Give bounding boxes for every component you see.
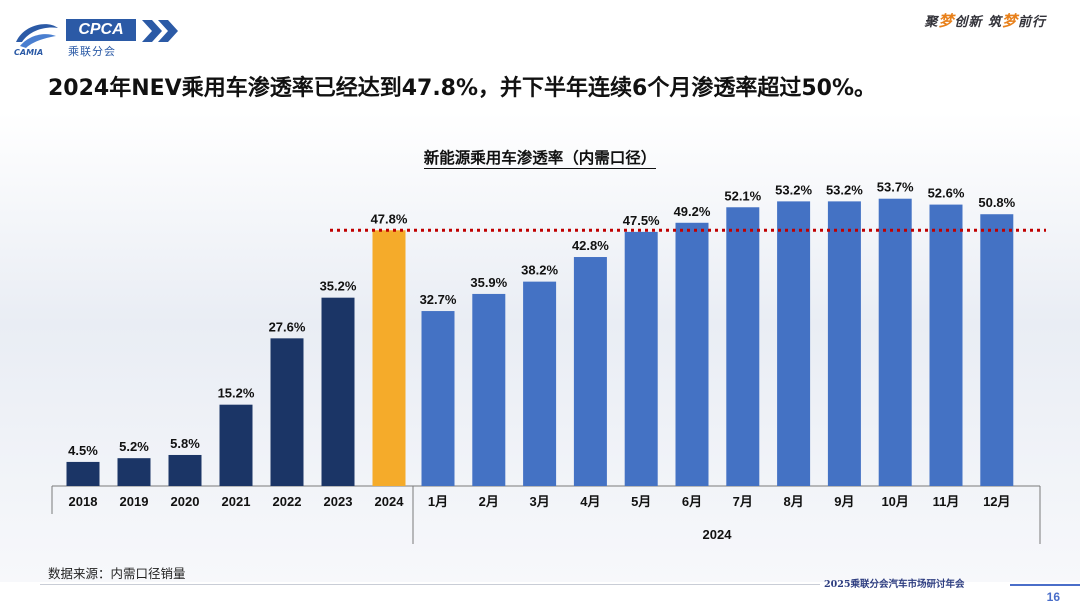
x-tick-label: 2020 [171, 494, 200, 509]
bar [827, 201, 861, 486]
x-tick-label: 12月 [983, 494, 1010, 509]
data-label: 38.2% [521, 263, 558, 278]
logo-text: CPCA [66, 19, 136, 41]
footer-accent-line [1010, 584, 1080, 586]
bar [117, 458, 151, 486]
data-label: 47.5% [623, 213, 660, 228]
data-label: 32.7% [420, 292, 457, 307]
data-label: 53.2% [826, 182, 863, 197]
x-tick-label: 1月 [428, 494, 448, 509]
data-label: 35.2% [320, 279, 357, 294]
data-label: 47.8% [371, 211, 408, 226]
page-number: 16 [1046, 590, 1060, 604]
data-label: 52.1% [724, 188, 761, 203]
bar [929, 204, 963, 486]
data-label: 53.2% [775, 182, 812, 197]
x-tick-label: 11月 [933, 494, 960, 509]
bar [777, 201, 811, 486]
conference-label: 2025乘联分会汽车市场研讨年会 [824, 579, 965, 590]
data-label: 15.2% [218, 386, 255, 401]
data-label: 50.8% [978, 195, 1015, 210]
data-label: 35.9% [470, 275, 507, 290]
bar [372, 230, 406, 486]
data-label: 53.7% [877, 180, 914, 195]
bar [219, 404, 253, 486]
x-tick-label: 2022 [273, 494, 302, 509]
x-tick-label: 2024 [375, 494, 405, 509]
x-tick-label: 2023 [324, 494, 353, 509]
x-tick-label: 8月 [783, 494, 803, 509]
bar [878, 198, 912, 486]
bar [980, 214, 1014, 486]
bar [726, 207, 760, 486]
bar [573, 257, 607, 486]
data-label: 52.6% [928, 186, 965, 201]
x-tick-label: 7月 [733, 494, 753, 509]
x-tick-label: 9月 [834, 494, 854, 509]
logo-brand: CAMIA [14, 48, 43, 56]
data-label: 5.8% [170, 436, 200, 451]
bar [321, 297, 355, 486]
x-tick-label: 5月 [631, 494, 651, 509]
logo-emblem-icon: CAMIA [14, 24, 58, 56]
bar [421, 311, 455, 486]
bar [66, 461, 100, 486]
data-label: 4.5% [68, 443, 98, 458]
x-tick-label: 4月 [580, 494, 600, 509]
data-label: 27.6% [269, 319, 306, 334]
data-label: 42.8% [572, 238, 609, 253]
chevron-right-icon [142, 20, 178, 42]
cpca-logo: CAMIA CPCA 乘联分会 [12, 14, 182, 58]
x-tick-label: 2021 [222, 494, 251, 509]
bar [270, 338, 304, 486]
footer-divider [40, 584, 820, 585]
x-tick-label: 6月 [682, 494, 702, 509]
chart-title: 新能源乘用车渗透率（内需口径） [423, 149, 657, 169]
data-source-note: 数据来源：内需口径销量 [48, 566, 186, 581]
x-tick-label: 2月 [479, 494, 499, 509]
bar [675, 222, 709, 486]
bar [624, 231, 658, 486]
data-label: 49.2% [674, 204, 711, 219]
slogan: 聚梦创新 筑梦前行 [924, 12, 1046, 30]
data-label: 5.2% [119, 439, 149, 454]
bar [523, 281, 557, 486]
x-tick-label: 3月 [529, 494, 549, 509]
x-tick-label: 2018 [69, 494, 98, 509]
bar [472, 293, 506, 486]
page-headline: 2024年NEV乘用车渗透率已经达到47.8%，并下半年连续6个月渗透率超过50… [48, 76, 876, 101]
x-tick-label: 10月 [881, 494, 908, 509]
logo-subtitle: 乘联分会 [68, 45, 116, 58]
group-label: 2024 [703, 527, 733, 542]
x-tick-label: 2019 [120, 494, 149, 509]
bar [168, 454, 202, 486]
